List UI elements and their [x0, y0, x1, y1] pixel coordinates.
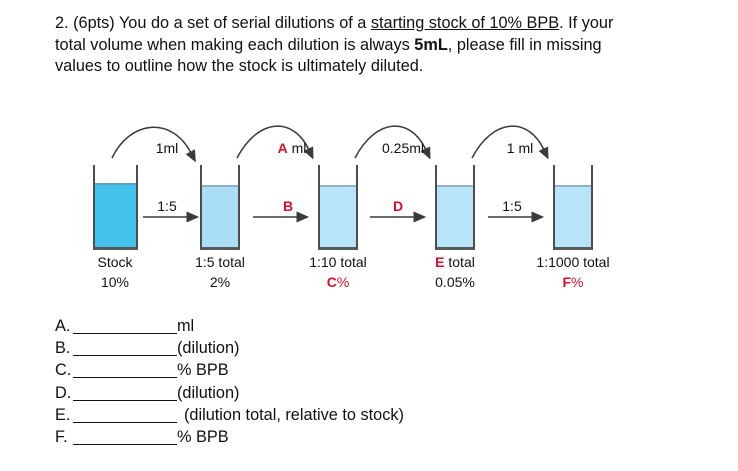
beaker-2	[200, 165, 240, 250]
answer-letter: A.	[55, 317, 71, 335]
answer-row-a: A. ml	[55, 317, 404, 339]
beaker-5	[553, 165, 593, 250]
value-text: 0.05%	[435, 274, 475, 290]
liquid-fill	[95, 183, 136, 247]
question-line-2: total volume when making each dilution i…	[55, 35, 710, 57]
beaker-1-value-label: 10%	[55, 274, 175, 290]
volume-text: 1ml	[155, 140, 179, 156]
dilution-ratio-label-1: 1:5	[122, 198, 212, 214]
answer-letter: E.	[55, 405, 71, 424]
volume-text: 0.25ml	[381, 140, 425, 156]
liquid-fill	[555, 185, 591, 247]
volume-text: ml	[287, 140, 307, 156]
beaker-4-value-label: 0.05%	[395, 274, 515, 290]
dilution-ratio-label-2: B	[243, 198, 333, 214]
answer-blank-d	[73, 399, 177, 401]
answer-row-f: F. % BPB	[55, 428, 404, 450]
beaker-1-stock	[93, 165, 138, 250]
name-text: 1:10 total	[309, 254, 367, 270]
name-text: total	[444, 254, 475, 270]
liquid-fill	[437, 185, 473, 247]
question-segment: . If your	[559, 14, 614, 32]
beaker-3-value-label: C%	[278, 274, 398, 290]
name-text: 1:5 total	[195, 254, 245, 270]
beaker-3-name-label: 1:10 total	[278, 254, 398, 270]
transfer-volume-label-2: A ml	[247, 140, 337, 156]
unknown-letter: A	[277, 140, 288, 156]
ratio-text: 1:5	[157, 198, 177, 214]
question-segment: 2. (6pts) You do a set of serial dilutio…	[55, 14, 371, 32]
ratio-text: 1:5	[502, 198, 522, 214]
curved-arrow-icon-2	[236, 125, 314, 160]
dilution-ratio-label-3: D	[353, 198, 443, 214]
curved-arrow-icon-1	[111, 126, 196, 163]
question-line-1: 2. (6pts) You do a set of serial dilutio…	[55, 13, 710, 35]
answer-suffix: % BPB	[177, 361, 229, 380]
answer-list: A. ml B. (dilution) C. % BPB D. (dilution) E…	[55, 317, 404, 450]
beaker-4-name-label: E total	[395, 254, 515, 270]
curved-arrow-icon-3	[354, 125, 431, 160]
unknown-letter: B	[282, 198, 294, 214]
answer-blank-a	[73, 333, 177, 334]
value-text: 10%	[100, 274, 130, 290]
answer-suffix: (dilution)	[177, 383, 240, 402]
liquid-fill	[320, 185, 356, 247]
answer-letter: C.	[55, 361, 72, 380]
question-segment: , please fill in missing	[447, 35, 602, 54]
question-line-3: values to outline how the stock is ultim…	[55, 57, 424, 76]
answer-letter: B.	[55, 339, 71, 358]
answer-suffix: % BPB	[177, 427, 229, 446]
answer-row-c: C. % BPB	[55, 361, 404, 383]
answer-blank-f	[73, 443, 177, 445]
red-text: %	[336, 274, 350, 290]
unknown-letter: F	[562, 274, 572, 290]
transfer-volume-label-1: 1ml	[122, 140, 212, 156]
unknown-letter: D	[392, 198, 404, 214]
answer-suffix: ml	[177, 317, 195, 335]
dilution-ratio-label-4: 1:5	[467, 198, 557, 214]
beaker-5-name-label: 1:1000 total	[513, 254, 633, 270]
transfer-volume-label-3: 0.25ml	[358, 140, 448, 156]
answer-letter: F.	[55, 427, 68, 446]
name-text: Stock	[97, 254, 133, 270]
question-text: 2. (6pts) You do a set of serial dilutio…	[55, 13, 710, 78]
value-text: 2%	[209, 274, 231, 290]
red-text: %	[571, 274, 584, 290]
name-text: 1:1000 total	[536, 254, 610, 270]
curved-arrow-icon-4	[471, 125, 549, 160]
answer-row-e: E. (dilution total, relative to stock)	[55, 406, 404, 428]
answer-suffix: (dilution)	[177, 339, 240, 358]
answer-row-d: D. (dilution)	[55, 384, 404, 406]
answer-letter: D.	[55, 383, 72, 402]
volume-text: 1 ml	[506, 140, 534, 156]
beaker-4	[435, 165, 475, 250]
answer-blank-c	[73, 377, 177, 379]
liquid-fill	[202, 185, 238, 247]
answer-row-b: B. (dilution)	[55, 339, 404, 361]
question-underlined-phrase: starting stock of 10% BPB	[370, 14, 560, 32]
question-bold-volume: 5mL	[414, 35, 448, 54]
beaker-2-value-label: 2%	[160, 274, 280, 290]
unknown-letter: E	[435, 254, 445, 270]
beaker-1-name-label: Stock	[55, 254, 175, 270]
transfer-volume-label-4: 1 ml	[475, 140, 565, 156]
answer-blank-b	[73, 355, 177, 357]
answer-suffix: (dilution total, relative to stock)	[184, 405, 404, 424]
beaker-2-name-label: 1:5 total	[160, 254, 280, 270]
question-segment: total volume when making each dilution i…	[55, 35, 415, 54]
answer-blank-e	[73, 421, 177, 423]
beaker-3	[318, 165, 358, 250]
unknown-letter: C	[326, 274, 337, 290]
beaker-5-value-label: F%	[513, 274, 633, 290]
